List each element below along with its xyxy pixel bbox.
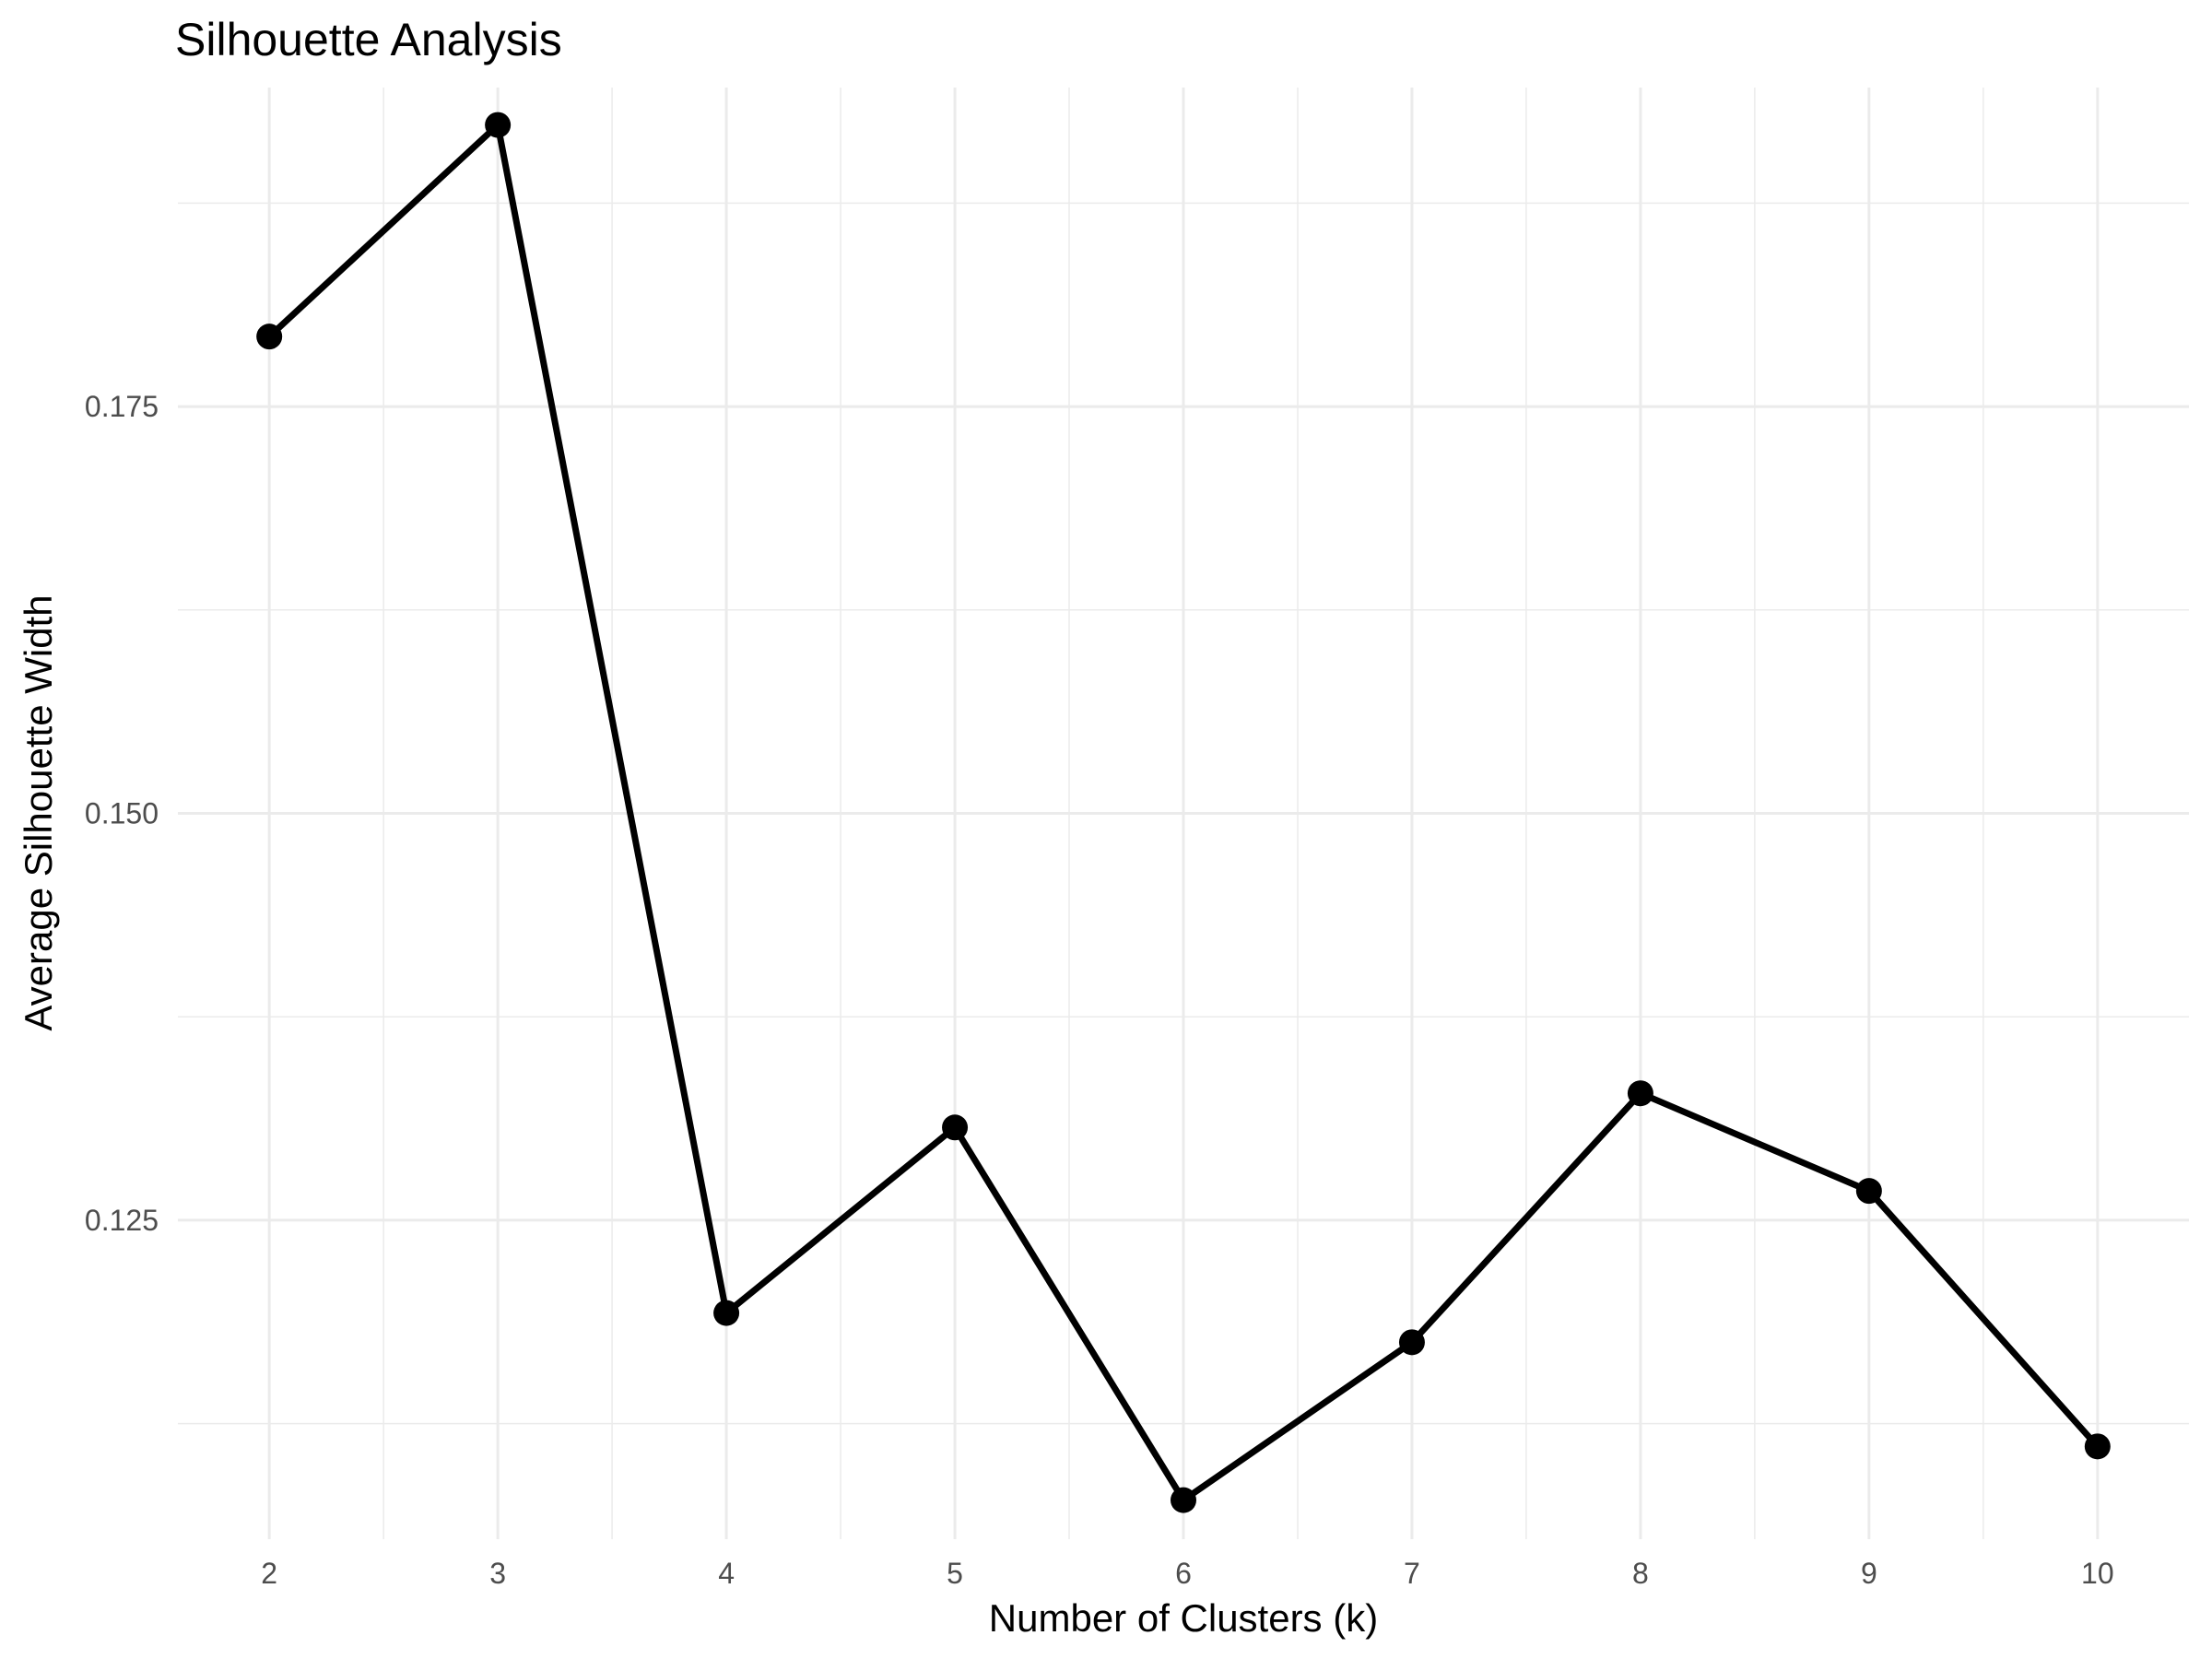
x-tick-label: 3 [489, 1557, 506, 1590]
y-axis-ticks: 0.125 0.150 0.175 [85, 390, 159, 1237]
y-tick-label: 0.150 [85, 797, 159, 830]
x-tick-label: 7 [1404, 1557, 1420, 1590]
x-axis-label: Number of Clusters (k) [989, 1596, 1378, 1640]
data-point-k5 [942, 1114, 969, 1141]
y-tick-label: 0.175 [85, 390, 159, 423]
x-tick-label: 6 [1175, 1557, 1192, 1590]
y-axis-label: Average Silhouette Width [17, 594, 60, 1030]
grid [178, 88, 2189, 1539]
data-point-k8 [1627, 1080, 1653, 1107]
data-point-k6 [1171, 1487, 1196, 1513]
x-axis-ticks: 2 3 4 5 6 7 8 9 10 [261, 1557, 2113, 1590]
data-point-k7 [1398, 1329, 1425, 1356]
x-tick-label: 2 [261, 1557, 277, 1590]
x-tick-label: 8 [1632, 1557, 1649, 1590]
data-point-k4 [713, 1300, 740, 1326]
data-points [256, 112, 2111, 1513]
data-point-k3 [485, 112, 512, 138]
data-point-k9 [1855, 1178, 1882, 1205]
x-tick-label: 5 [947, 1557, 963, 1590]
data-point-k10 [2084, 1433, 2111, 1460]
x-tick-label: 10 [2081, 1557, 2114, 1590]
y-tick-label: 0.125 [85, 1204, 159, 1237]
chart-title: Silhouette Analysis [175, 14, 562, 65]
x-tick-label: 4 [718, 1557, 735, 1590]
data-point-k2 [256, 324, 283, 350]
x-tick-label: 9 [1861, 1557, 1877, 1590]
